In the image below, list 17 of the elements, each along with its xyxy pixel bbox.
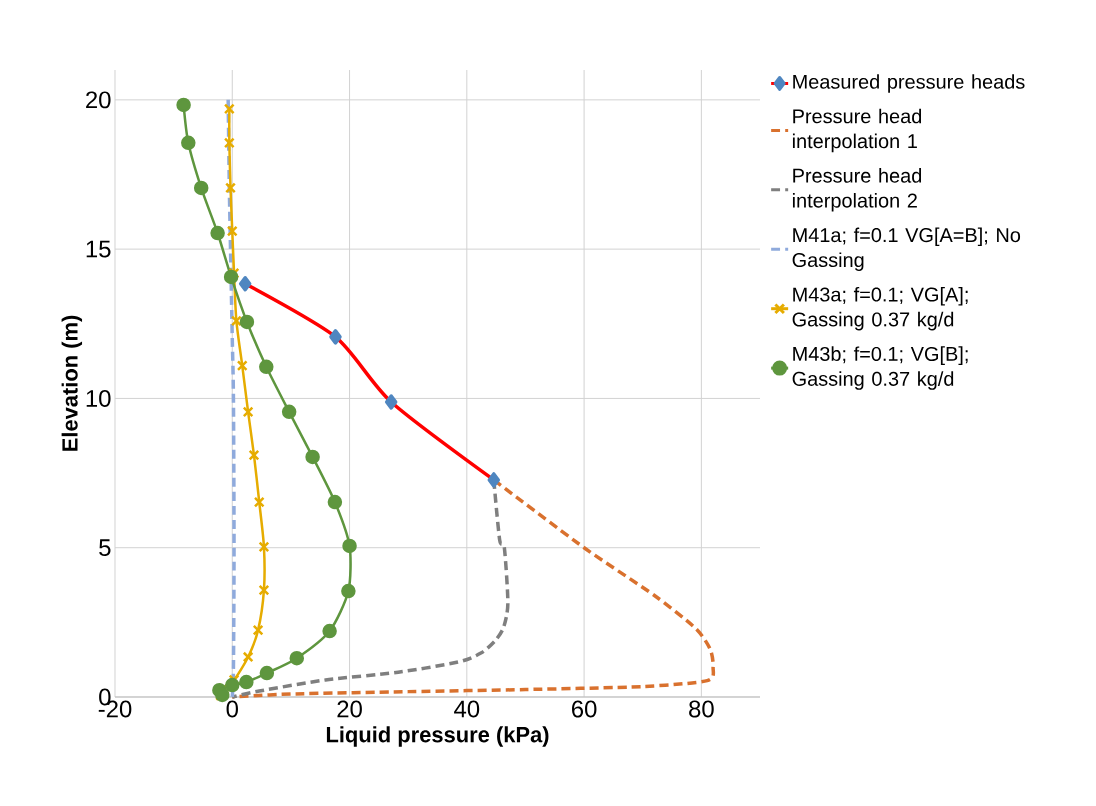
legend-label: M43b; f=0.1; VG[B]; Gassing 0.37 kg/d [792,346,968,390]
x-tick-label: 40 [454,700,480,718]
legend-label: Measured pressure heads [793,74,1025,93]
y-axis-title: Elevation (m) [61,315,83,451]
legend-label: Pressure head interpolation 1 [792,108,922,153]
legend-label: M43a; f=0.1; VG[A]; Gassing 0.37 kg/d [792,286,968,331]
legend-label: Pressure head interpolation 2 [792,168,922,212]
x-tick-label: 20 [337,700,362,718]
y-tick-label: 15 [86,240,111,258]
x-tick-label: 80 [689,700,714,718]
x-axis-title: Liquid pressure (kPa) [326,726,549,747]
y-tick-label: 5 [99,539,111,557]
x-tick-label: 60 [572,700,597,718]
legend-label: M41a; f=0.1 VG[A=B]; No Gassing [792,227,1021,272]
x-tick-label: 0 [226,700,238,718]
y-tick-label: 20 [86,91,111,109]
y-tick-label: 10 [86,389,111,407]
